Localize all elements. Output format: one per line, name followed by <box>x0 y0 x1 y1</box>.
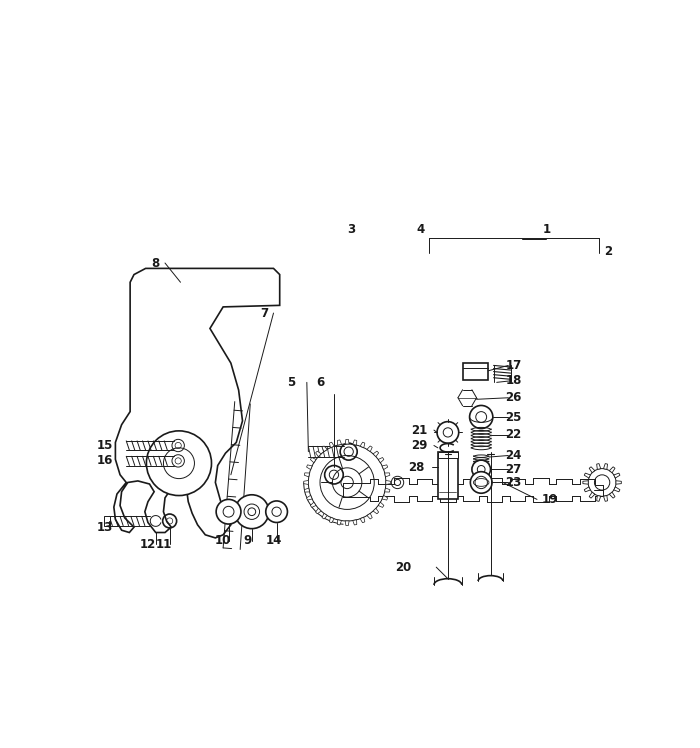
Text: 7: 7 <box>260 307 268 319</box>
Polygon shape <box>382 495 388 500</box>
Polygon shape <box>385 473 390 477</box>
Circle shape <box>216 500 241 524</box>
Polygon shape <box>360 442 365 448</box>
Polygon shape <box>596 464 601 470</box>
Polygon shape <box>603 464 608 470</box>
Text: 25: 25 <box>505 411 522 423</box>
Circle shape <box>470 472 492 493</box>
Polygon shape <box>385 488 390 492</box>
Polygon shape <box>345 521 349 526</box>
Polygon shape <box>583 481 588 484</box>
Polygon shape <box>610 467 615 473</box>
Text: 19: 19 <box>541 493 558 506</box>
Polygon shape <box>386 480 391 485</box>
Text: 15: 15 <box>97 439 113 452</box>
Bar <box>438 452 458 500</box>
Text: 1: 1 <box>542 224 550 236</box>
Circle shape <box>266 501 288 523</box>
Text: 24: 24 <box>505 449 522 462</box>
Text: 5: 5 <box>287 375 295 389</box>
Circle shape <box>437 422 459 444</box>
Polygon shape <box>307 495 312 500</box>
Polygon shape <box>330 517 334 523</box>
Text: 27: 27 <box>505 463 522 476</box>
Polygon shape <box>322 513 328 519</box>
Text: 17: 17 <box>505 359 522 372</box>
Polygon shape <box>360 517 365 523</box>
Text: 26: 26 <box>505 391 522 404</box>
Polygon shape <box>616 481 622 484</box>
Text: 3: 3 <box>347 224 355 236</box>
Polygon shape <box>614 473 620 478</box>
Bar <box>104 515 110 527</box>
Text: 4: 4 <box>416 224 425 236</box>
Polygon shape <box>337 440 342 445</box>
Text: 12: 12 <box>140 538 156 551</box>
Polygon shape <box>310 458 316 463</box>
Polygon shape <box>589 467 595 473</box>
Polygon shape <box>589 492 595 498</box>
Polygon shape <box>307 465 312 470</box>
Text: 28: 28 <box>408 461 424 473</box>
Circle shape <box>234 494 269 529</box>
Circle shape <box>472 460 491 479</box>
Polygon shape <box>345 439 349 444</box>
Polygon shape <box>353 520 357 525</box>
Polygon shape <box>596 495 601 501</box>
Text: 11: 11 <box>155 538 172 551</box>
Polygon shape <box>614 487 620 491</box>
Circle shape <box>470 405 493 429</box>
Text: 9: 9 <box>243 535 251 548</box>
Polygon shape <box>378 502 384 507</box>
Polygon shape <box>373 508 379 514</box>
Polygon shape <box>378 458 384 463</box>
Text: 10: 10 <box>215 535 231 548</box>
Text: 8: 8 <box>152 257 160 269</box>
Text: 14: 14 <box>265 535 281 548</box>
Polygon shape <box>316 508 321 514</box>
Text: 2: 2 <box>604 245 612 258</box>
Polygon shape <box>310 502 316 507</box>
Polygon shape <box>584 473 590 478</box>
Polygon shape <box>304 480 309 485</box>
Polygon shape <box>114 269 280 538</box>
Polygon shape <box>603 495 608 501</box>
Text: 6: 6 <box>316 375 324 389</box>
Polygon shape <box>322 446 328 452</box>
Text: 22: 22 <box>505 428 522 441</box>
Polygon shape <box>353 440 357 445</box>
Text: 29: 29 <box>411 439 428 452</box>
Text: 23: 23 <box>505 476 522 489</box>
Polygon shape <box>304 473 309 477</box>
Text: 16: 16 <box>97 454 113 468</box>
Text: 13: 13 <box>97 521 113 533</box>
Polygon shape <box>382 465 388 470</box>
Bar <box>438 452 458 458</box>
Polygon shape <box>610 492 615 498</box>
Polygon shape <box>330 442 334 448</box>
Polygon shape <box>304 488 309 492</box>
Polygon shape <box>367 446 372 452</box>
Polygon shape <box>373 451 379 457</box>
Polygon shape <box>337 520 342 525</box>
Circle shape <box>146 431 211 496</box>
Text: 20: 20 <box>395 561 412 574</box>
Text: 21: 21 <box>411 423 427 437</box>
Polygon shape <box>316 451 321 457</box>
Polygon shape <box>584 487 590 491</box>
Bar <box>463 363 488 380</box>
Polygon shape <box>367 513 372 519</box>
Text: 18: 18 <box>505 374 522 387</box>
